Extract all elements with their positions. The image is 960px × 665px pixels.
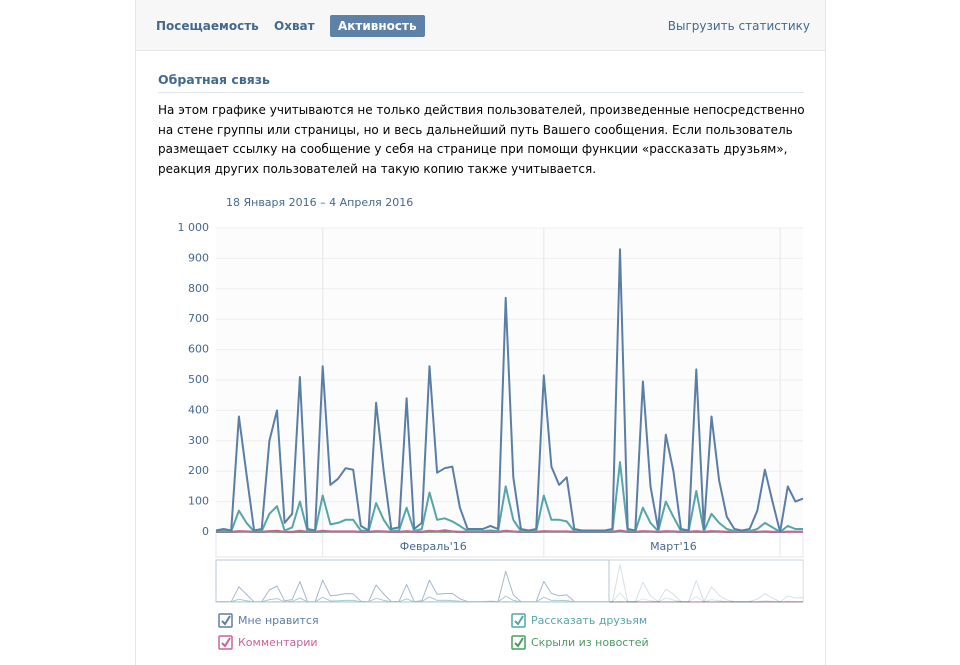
section-title: Обратная связь bbox=[158, 72, 270, 87]
y-tick-label: 300 bbox=[188, 434, 209, 447]
y-tick-label: 600 bbox=[188, 343, 209, 356]
y-tick-label: 200 bbox=[188, 464, 209, 477]
y-tick-label: 100 bbox=[188, 495, 209, 508]
x-tick-label: Февраль'16 bbox=[400, 540, 467, 553]
series-line bbox=[215, 248, 804, 533]
legend-label: Скрыли из новостей bbox=[531, 636, 649, 649]
y-tick-label: 0 bbox=[202, 525, 209, 538]
divider bbox=[158, 92, 804, 93]
x-tick-label: Март'16 bbox=[650, 540, 697, 553]
legend-check bbox=[221, 637, 231, 648]
header: Посещаемость Охват Активность Выгрузить … bbox=[136, 0, 825, 51]
y-tick-label: 400 bbox=[188, 403, 209, 416]
description: На этом графике учитываются не только де… bbox=[158, 103, 805, 176]
legend-check bbox=[514, 637, 524, 648]
series-line bbox=[216, 529, 803, 533]
y-tick-label: 1 000 bbox=[178, 221, 210, 234]
legend-check bbox=[221, 615, 231, 626]
y-tick-label: 900 bbox=[188, 251, 209, 264]
legend-label: Мне нравится bbox=[238, 614, 319, 627]
export-link[interactable]: Выгрузить статистику bbox=[667, 19, 810, 33]
tab[interactable]: Посещаемость bbox=[156, 19, 259, 33]
chart-subtitle: 18 Января 2016 – 4 Апреля 2016 bbox=[226, 196, 413, 209]
overview-selection bbox=[215, 559, 610, 603]
y-tick-label: 500 bbox=[188, 373, 209, 386]
y-tick-label: 800 bbox=[188, 282, 209, 295]
legend-check bbox=[514, 615, 524, 626]
overview-mask bbox=[609, 561, 803, 601]
legend-label: Рассказать друзьям bbox=[531, 614, 647, 627]
legend-label: Комментарии bbox=[238, 636, 318, 649]
y-tick-label: 700 bbox=[188, 312, 209, 325]
x-axis-band bbox=[215, 531, 804, 558]
tab[interactable]: Охват bbox=[274, 19, 315, 33]
tab-active[interactable]: Активность bbox=[330, 15, 425, 37]
series-line bbox=[215, 461, 803, 533]
